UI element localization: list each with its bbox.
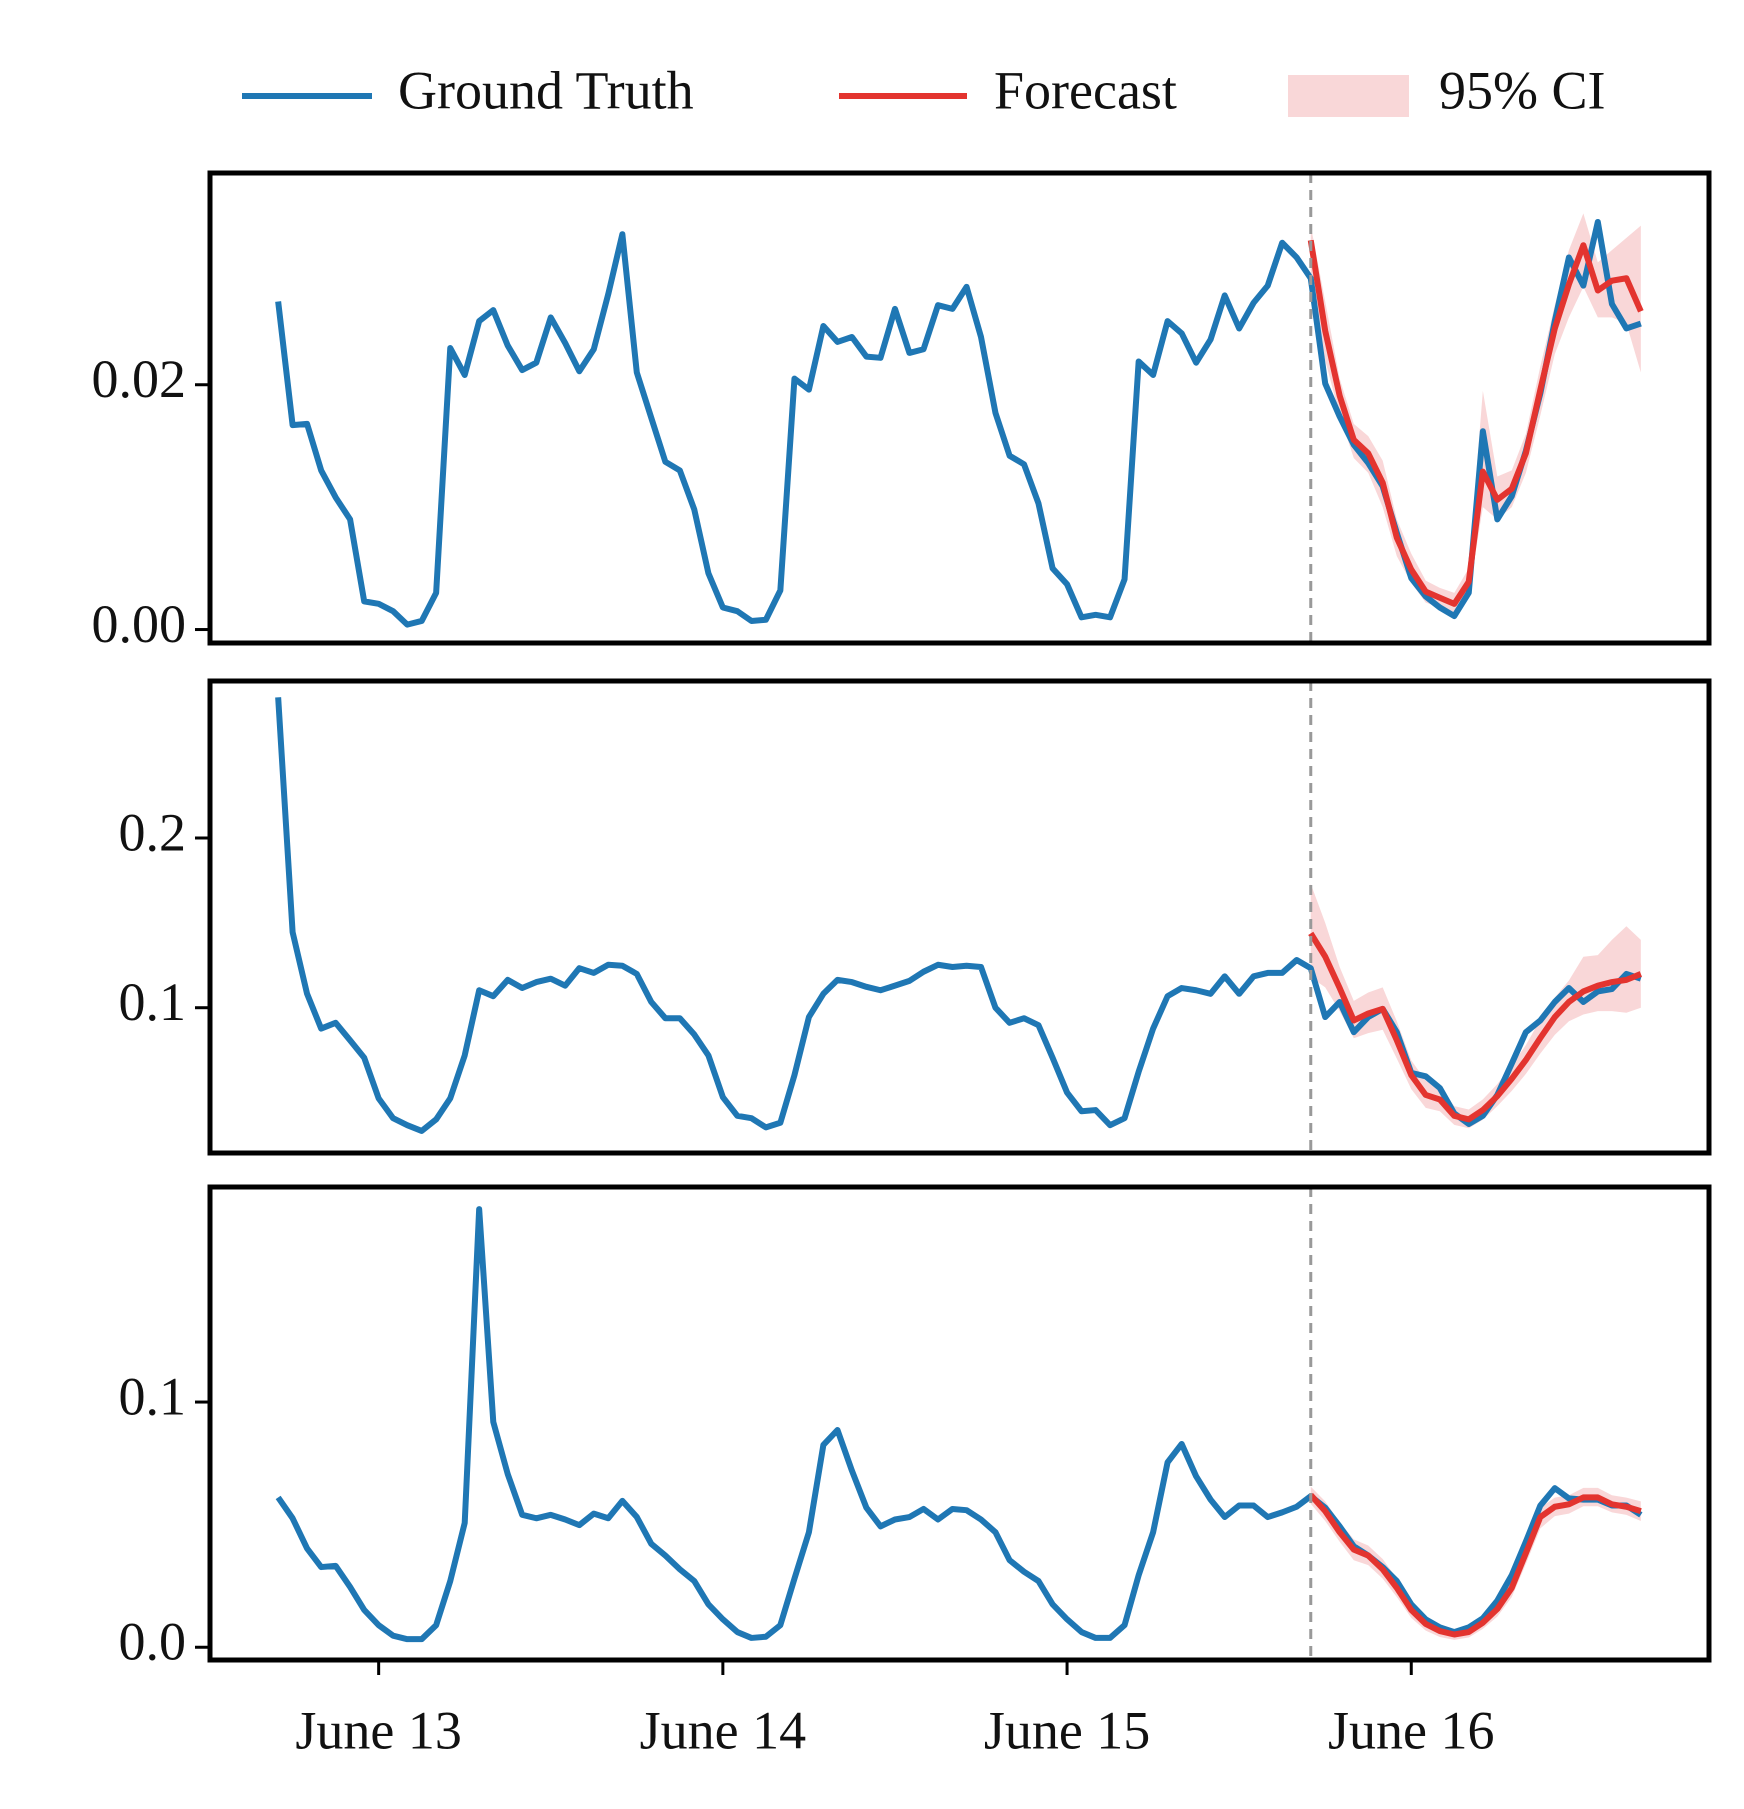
- legend-swatch: [1288, 75, 1409, 117]
- y-tick-label: 0.02: [92, 349, 187, 409]
- y-tick-label: 0.1: [119, 1366, 187, 1426]
- x-tick-label: June 13: [295, 1700, 461, 1760]
- y-tick-label: 0.0: [119, 1612, 187, 1672]
- y-tick-label: 0.1: [119, 972, 187, 1032]
- series-line: [1308, 931, 1642, 1123]
- x-tick-label: June 16: [1328, 1700, 1494, 1760]
- series-line: [1308, 1492, 1642, 1638]
- plot-area: [275, 697, 1642, 1134]
- series-line: [1307, 239, 1644, 607]
- series-line: [275, 1206, 1643, 1643]
- x-tick-label: June 15: [984, 1700, 1150, 1760]
- plot-area: [275, 213, 1644, 628]
- plot-area: [275, 1206, 1643, 1643]
- series-line: [275, 218, 1642, 628]
- legend-label: Forecast: [994, 60, 1177, 120]
- ci-band: [1310, 1486, 1641, 1640]
- ci-band: [1310, 883, 1641, 1129]
- axes-frame: [207, 1184, 1712, 1663]
- y-tick-label: 0.00: [92, 594, 187, 654]
- legend-label: Ground Truth: [398, 60, 694, 120]
- x-tick-label: June 14: [640, 1700, 806, 1760]
- series-line: [275, 697, 1642, 1134]
- y-tick-label: 0.2: [119, 802, 187, 862]
- axes-frame: [207, 678, 1712, 1156]
- axes-frame: [207, 170, 1712, 646]
- legend-label: 95% CI: [1439, 60, 1605, 120]
